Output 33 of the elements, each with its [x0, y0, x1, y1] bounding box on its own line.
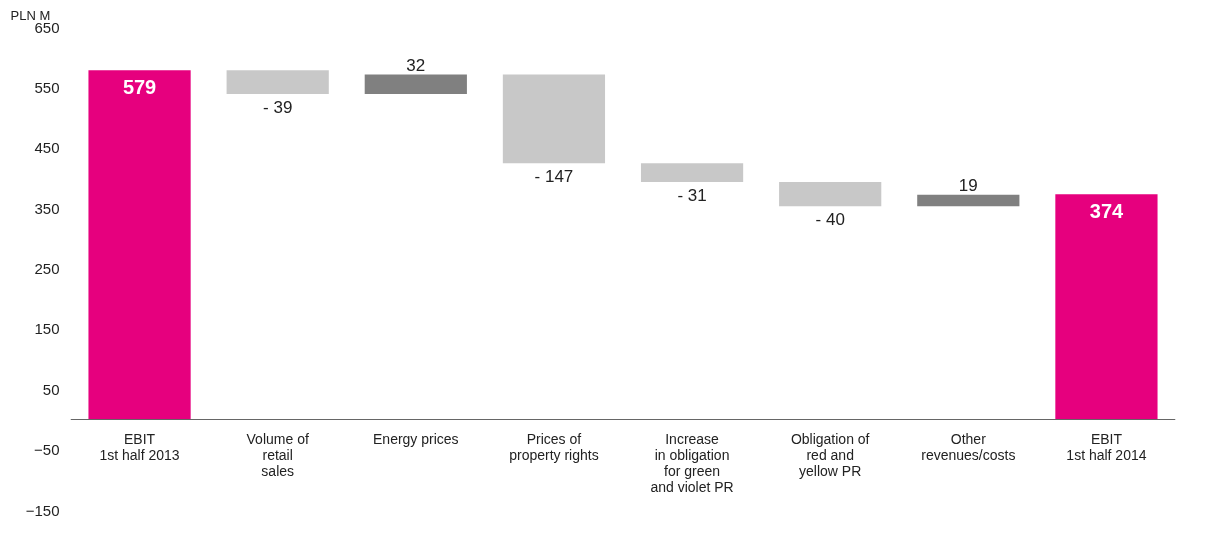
- bar: [917, 194, 1020, 207]
- x-tick-label: Obligation of red and yellow PR: [790, 430, 870, 479]
- data-label: - 31: [677, 186, 707, 206]
- x-tick-label: Volume of retail sales: [246, 430, 309, 479]
- x-tick-label: Increase in obligation for green and violet PR: [650, 430, 734, 495]
- y-tick-label: −150: [25, 501, 60, 519]
- x-tick-label: EBIT 1st half 2013: [99, 430, 180, 463]
- x-tick-label: Other revenues/costs: [921, 430, 1016, 463]
- data-label: 579: [122, 76, 157, 99]
- data-label: - 147: [534, 167, 574, 187]
- y-tick-label: 350: [34, 199, 60, 217]
- x-tick-label: EBIT 1st half 2014: [1066, 430, 1147, 463]
- y-tick-label: −50: [34, 441, 60, 459]
- y-tick-label: 250: [34, 260, 60, 277]
- y-axis-title: PLN M: [10, 7, 51, 23]
- y-tick-label: 150: [34, 320, 60, 338]
- data-label: - 39: [263, 97, 293, 117]
- bar: [364, 74, 467, 94]
- bar: [1055, 194, 1158, 420]
- bar: [779, 182, 882, 207]
- bar: [640, 163, 744, 183]
- data-label: - 40: [815, 210, 845, 230]
- bar: [502, 74, 606, 164]
- y-tick-label: 50: [42, 380, 60, 398]
- bar: [226, 70, 329, 94]
- bar: [88, 70, 191, 420]
- x-tick-label: Prices of property rights: [509, 430, 599, 463]
- data-label: 32: [406, 55, 426, 75]
- y-tick-label: 550: [34, 78, 60, 96]
- data-label: 19: [958, 175, 978, 195]
- x-tick-label: Energy prices: [373, 430, 459, 447]
- y-tick-label: 450: [34, 139, 60, 157]
- data-label: 374: [1089, 200, 1124, 223]
